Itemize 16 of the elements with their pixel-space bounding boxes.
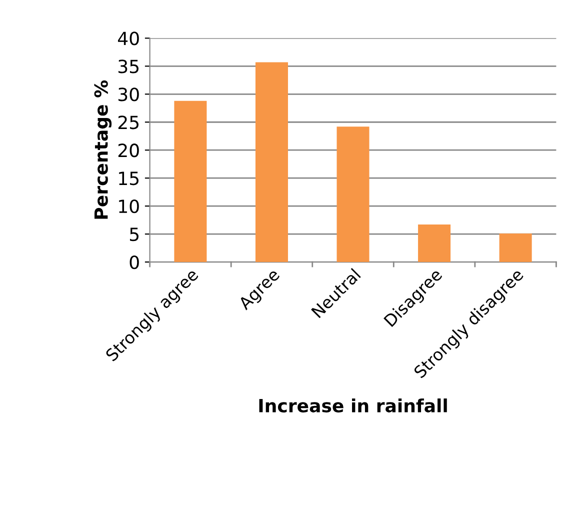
y-tick-label: 0 [130,255,139,270]
x-axis-title: Increase in rainfall [259,398,447,412]
bar [418,224,451,262]
y-tick-label: 5 [130,228,139,242]
bar [336,126,370,262]
bar [255,62,288,262]
y-tick-label: 30 [118,88,139,102]
bar [174,100,207,262]
y-tick-label: 40 [118,32,139,46]
y-tick-label: 25 [118,116,139,130]
y-tick-label: 20 [118,144,139,158]
y-axis-title: Percentage % [94,80,112,219]
y-tick-label: 15 [119,172,139,186]
bar [499,233,532,262]
y-tick-label: 35 [118,60,139,74]
y-tick-label: 10 [119,200,139,214]
